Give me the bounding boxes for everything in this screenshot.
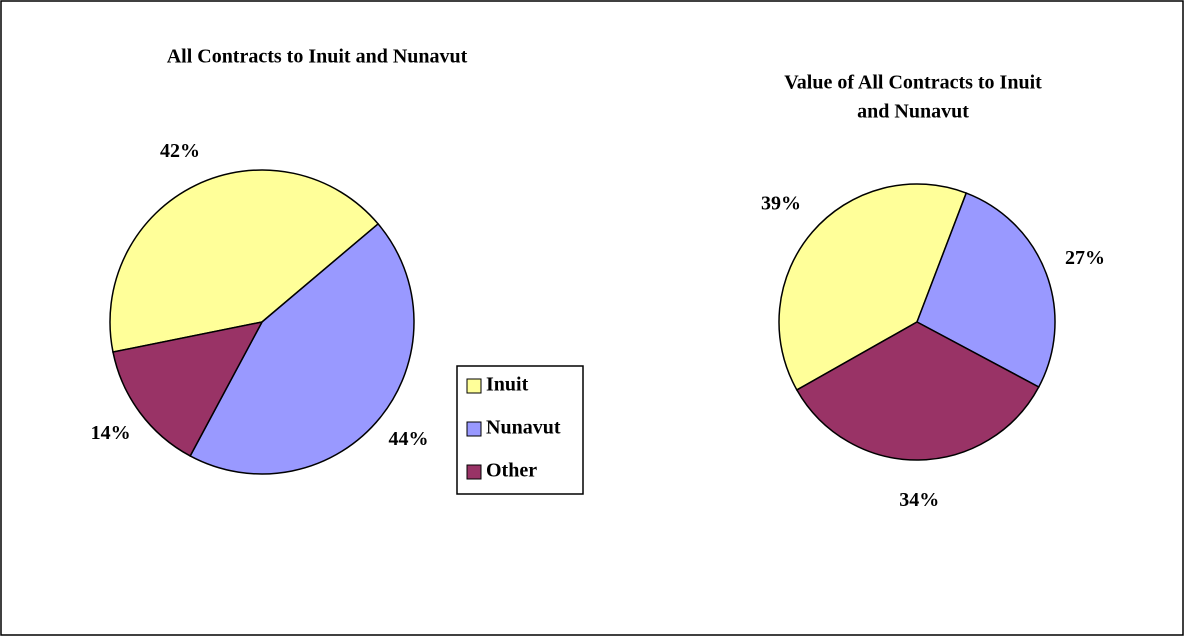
data-label: 27% xyxy=(1065,247,1105,269)
data-label: 39% xyxy=(761,193,801,215)
legend-label: Nunavut xyxy=(486,417,561,439)
data-label: 34% xyxy=(899,489,939,511)
pie-slice xyxy=(795,321,1040,461)
legend-swatch xyxy=(466,378,482,394)
chart-title: and Nunavut xyxy=(857,101,969,123)
data-label: 44% xyxy=(388,428,428,450)
legend-label: Inuit xyxy=(486,374,529,396)
chart-title: Value of All Contracts to Inuit xyxy=(784,72,1042,94)
legend-label: Other xyxy=(486,460,537,482)
pie-slice xyxy=(112,320,264,457)
legend-swatch xyxy=(466,464,482,480)
data-label: 42% xyxy=(160,140,200,162)
legend-swatch xyxy=(466,421,482,437)
pie-slice xyxy=(778,183,968,391)
pie-slice xyxy=(189,222,415,475)
pie-slice xyxy=(916,192,1056,389)
data-label: 14% xyxy=(91,422,131,444)
chart-title: All Contracts to Inuit and Nunavut xyxy=(167,46,468,68)
pie-slice xyxy=(109,169,380,353)
